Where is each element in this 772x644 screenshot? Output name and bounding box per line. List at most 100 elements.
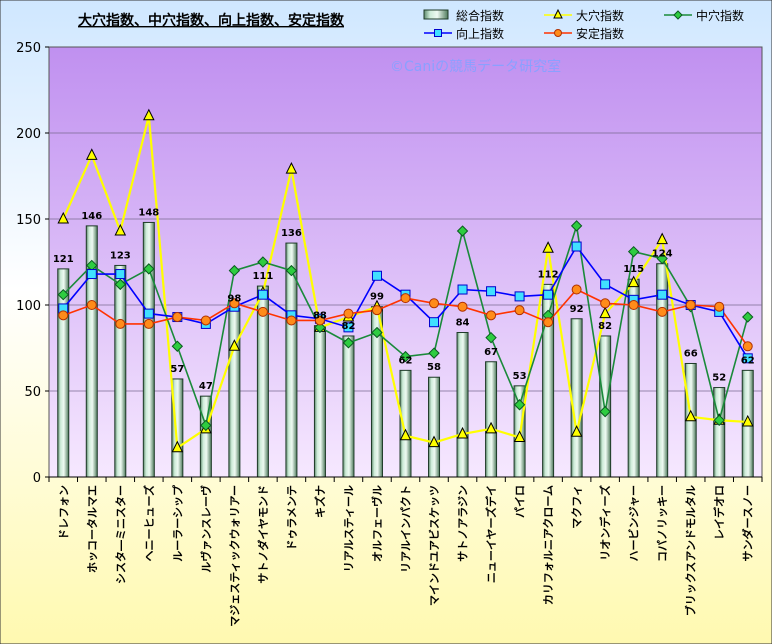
series-marker xyxy=(486,286,497,297)
series-marker xyxy=(684,409,697,422)
series-marker xyxy=(143,108,155,121)
bar xyxy=(399,369,412,478)
series-marker xyxy=(57,211,70,224)
bar-value-label: 67 xyxy=(484,347,498,358)
series-marker xyxy=(627,275,640,288)
series-marker xyxy=(657,306,668,317)
series-marker xyxy=(229,298,240,309)
bar xyxy=(342,335,355,478)
series-marker xyxy=(457,301,468,312)
category-label: リオンディーズ xyxy=(598,485,612,561)
category-label: レイデオロ xyxy=(712,485,726,540)
series-marker xyxy=(428,347,440,359)
series-marker xyxy=(343,308,354,319)
series-marker xyxy=(57,288,69,301)
series-marker xyxy=(85,148,98,160)
bar xyxy=(114,264,127,478)
bar-value-label: 88 xyxy=(313,311,327,322)
series-marker xyxy=(171,440,184,453)
bar-value-label: 84 xyxy=(456,318,470,329)
series-marker xyxy=(657,289,668,300)
bar-value-label: 47 xyxy=(199,381,213,392)
series-marker xyxy=(314,315,325,326)
series-marker xyxy=(115,318,126,329)
series-marker xyxy=(485,331,497,344)
y-tick-label: 250 xyxy=(16,41,41,56)
category-label: サトノアラジン xyxy=(457,485,470,562)
series-marker xyxy=(143,263,155,275)
x-axis: ドレフォン ホッコータルマエ シスタ―ミニスター ヘニーヒューズ ルーラーシップ ルヴァン… xyxy=(48,476,763,627)
series-marker xyxy=(485,421,497,434)
series-marker xyxy=(599,405,611,418)
bar-value-label: 115 xyxy=(623,264,644,275)
series-marker xyxy=(656,252,668,265)
category-label: マクフィ xyxy=(571,485,584,529)
bar-labels: 121 146 123 148 57 47 98 111 136 88 82 99 62 58 84 67 53… xyxy=(53,207,755,392)
series-marker xyxy=(600,279,611,290)
series-marker xyxy=(571,241,582,252)
legend-swatch-marker xyxy=(553,8,563,19)
y-tick-label: 200 xyxy=(16,127,41,142)
series-marker xyxy=(656,232,668,245)
series-marker xyxy=(115,269,126,280)
series-marker xyxy=(428,435,440,448)
y-tick-label: 100 xyxy=(16,299,41,314)
series-marker xyxy=(200,419,212,432)
bar xyxy=(570,318,583,478)
series-marker xyxy=(114,278,127,291)
bar-value-label: 111 xyxy=(252,271,273,282)
series-marker xyxy=(457,284,468,295)
series-marker xyxy=(228,339,241,351)
series-marker xyxy=(456,426,469,439)
series-marker xyxy=(599,306,611,319)
category-label: リアルスティール xyxy=(342,485,355,572)
series-marker xyxy=(429,317,440,328)
bar-value-label: 92 xyxy=(570,304,584,315)
series-marker xyxy=(58,310,69,321)
series-marker xyxy=(200,315,211,326)
category-label: リアルインパクト xyxy=(400,485,413,573)
series-marker xyxy=(713,414,725,426)
series-marker xyxy=(399,350,412,363)
series-marker xyxy=(685,300,696,310)
category-label: マジェスティックウォリアー xyxy=(228,485,241,627)
bar-value-label: 82 xyxy=(341,321,355,332)
series-marker xyxy=(571,284,582,295)
series-marker xyxy=(514,291,525,302)
series-marker xyxy=(399,428,412,441)
bar xyxy=(142,221,155,478)
series-marker xyxy=(342,337,355,349)
category-label: ドレフォン xyxy=(57,485,70,540)
category-label: サトノダイヤモンド xyxy=(256,485,270,584)
category-label: キズナ xyxy=(313,485,327,518)
y-axis: 0 50 100 150 200 250 xyxy=(16,41,49,486)
legend-swatch-bar xyxy=(423,9,449,20)
series-marker xyxy=(513,399,526,411)
y-tick-label: 150 xyxy=(16,213,41,228)
bar-value-label: 98 xyxy=(227,293,241,304)
bar-value-label: 62 xyxy=(741,355,755,366)
bar-value-label: 124 xyxy=(652,249,673,260)
series-marker xyxy=(513,430,526,442)
bar-value-label: 66 xyxy=(684,348,698,359)
bar-value-label: 121 xyxy=(53,254,74,265)
series-marker xyxy=(143,308,154,319)
category-label: オルフェーヴル xyxy=(370,485,384,562)
legend-label: 大穴指数 xyxy=(576,8,624,23)
bar xyxy=(313,325,326,478)
y-tick-label: 0 xyxy=(33,471,41,486)
legend-swatch-marker xyxy=(434,29,442,37)
series-marker xyxy=(86,300,97,310)
series-marker xyxy=(114,223,127,236)
category-label: ドゥラメンテ xyxy=(285,485,298,551)
series-marker xyxy=(314,321,326,334)
series-marker xyxy=(456,225,469,237)
bar xyxy=(228,307,241,478)
category-label: カリフォルニアクローム xyxy=(542,485,555,605)
series-marker xyxy=(86,269,97,280)
bar xyxy=(485,361,498,478)
series-marker xyxy=(343,322,354,333)
series-marker xyxy=(627,245,640,258)
